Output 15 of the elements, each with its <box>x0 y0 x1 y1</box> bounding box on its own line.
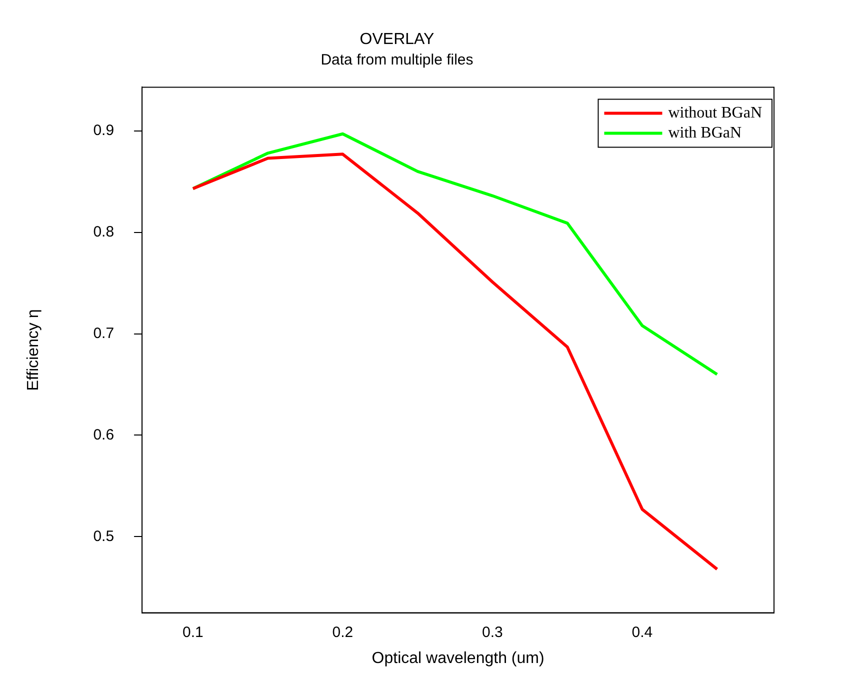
y-tick-label: 0.5 <box>93 528 114 545</box>
y-tick-label: 0.7 <box>93 324 114 342</box>
chart-title: OVERLAY <box>360 31 435 48</box>
y-tick-label: 0.9 <box>93 122 114 139</box>
x-tick-label: 0.2 <box>332 624 354 641</box>
x-tick-label: 0.1 <box>182 624 204 641</box>
chart-subtitle: Data from multiple files <box>320 51 474 68</box>
legend-label: with BGaN <box>668 124 742 142</box>
legend-label: without BGaN <box>668 104 762 122</box>
y-axis-title: Efficiency η <box>25 309 42 391</box>
x-tick-label: 0.4 <box>632 624 653 641</box>
x-tick-label: 0.3 <box>482 624 503 641</box>
y-tick-label: 0.8 <box>93 223 114 240</box>
y-tick-label: 0.6 <box>93 426 114 444</box>
x-axis-title: Optical wavelength (um) <box>372 650 544 667</box>
